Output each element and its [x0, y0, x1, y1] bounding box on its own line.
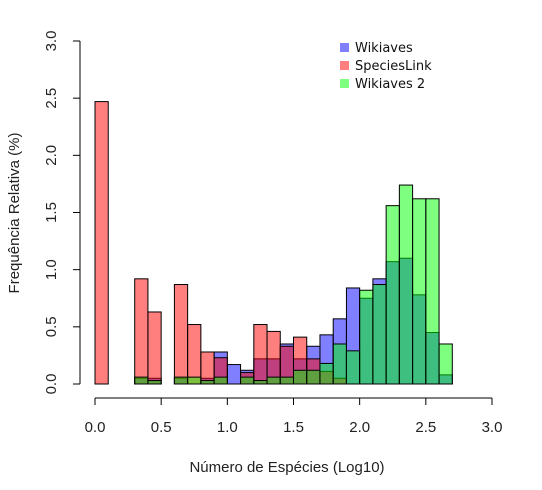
legend-swatch [340, 43, 349, 52]
bar-wikiaves-2-0.6 [173, 376, 189, 385]
bar-wikiaves-2-1.2 [253, 380, 268, 385]
x-tick-label: 2.0 [349, 419, 370, 436]
x-tick-label: 3.0 [482, 419, 503, 436]
bar-wikiaves-2-1.8 [332, 343, 347, 385]
bar-specieslink-0.3 [134, 278, 149, 385]
bar-wikiaves-2-1.6 [306, 369, 321, 385]
bar-wikiaves-2-1.7 [319, 362, 334, 385]
bar-specieslink-0.7 [187, 324, 202, 385]
legend: Wikiaves SpeciesLink Wikiaves 2 [340, 41, 432, 92]
axes-layer: 0.0 0.5 1.0 1.5 2.0 2.5 3.0 0.0 0.5 1.0 1.5 2.0 2.5 3… [43, 31, 502, 436]
bar-specieslink-0.0 [94, 101, 109, 385]
bar-specieslink-1.3 [266, 330, 281, 385]
bar-wikiaves-2-0.4 [147, 380, 162, 385]
y-tick-label: 0.5 [43, 316, 60, 337]
legend-label: Wikiaves [355, 41, 413, 56]
x-tick-label: 0.5 [151, 419, 172, 436]
bar-wikiaves-2-2.3 [398, 184, 414, 385]
y-tick-label: 2.5 [43, 88, 60, 109]
x-tick-label: 2.5 [415, 419, 436, 436]
bar-specieslink-0.8 [200, 351, 215, 385]
legend-swatch [340, 61, 349, 70]
bar-wikiaves-2-2.6 [438, 343, 453, 385]
bars-layer [94, 101, 453, 385]
bar-specieslink-1.2 [253, 324, 268, 385]
bar-wikiaves-2-1.1 [240, 376, 255, 385]
y-axis-label: Frequência Relativa (%) [6, 133, 23, 294]
bar-wikiaves-2-1.4 [279, 376, 294, 385]
bar-wikiaves-2-0.3 [134, 376, 149, 385]
bar-specieslink-0.4 [147, 311, 162, 385]
bar-wikiaves-2-0.7 [187, 376, 202, 385]
legend-label: SpeciesLink [355, 59, 432, 74]
x-axis-label: Número de Espécies (Log10) [189, 459, 384, 476]
bar-wikiaves-2-1.3 [266, 376, 281, 385]
x-tick-label: 1.0 [217, 419, 238, 436]
legend-swatch [340, 79, 349, 88]
x-tick-label: 1.5 [283, 419, 304, 436]
bar-wikiaves-2-2.4 [412, 198, 427, 385]
y-tick-label: 3.0 [43, 31, 60, 52]
bar-wikiaves-2-1.9 [345, 350, 361, 385]
bar-wikiaves-2-0.8 [200, 380, 215, 385]
bar-wikiaves-2-0.9 [213, 376, 228, 385]
legend-label: Wikiaves 2 [355, 77, 425, 92]
series-specieslink [94, 101, 347, 385]
y-tick-label: 2.0 [43, 145, 60, 166]
bar-wikiaves-1.0 [226, 364, 242, 385]
y-tick-label: 1.0 [43, 259, 60, 280]
y-tick-label: 0.0 [43, 374, 60, 395]
series-wikiaves-2 [134, 184, 453, 385]
bar-wikiaves-2-2.0 [359, 289, 374, 385]
bar-wikiaves-2-2.1 [372, 284, 387, 385]
x-tick-label: 0.0 [85, 419, 106, 436]
bar-specieslink-0.6 [173, 284, 189, 385]
bar-wikiaves-2-1.5 [293, 369, 308, 385]
bar-wikiaves-2-2.5 [425, 198, 440, 385]
y-tick-label: 1.5 [43, 202, 60, 223]
bar-wikiaves-2-2.2 [385, 205, 400, 385]
